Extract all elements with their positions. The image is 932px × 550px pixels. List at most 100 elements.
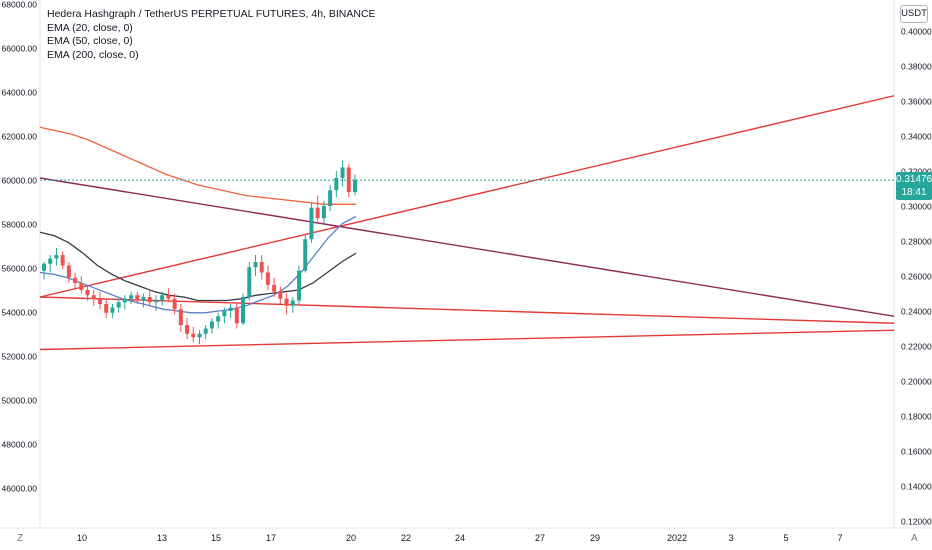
candlesticks <box>42 160 357 345</box>
candle-body <box>153 300 158 303</box>
rising-line <box>39 95 895 298</box>
candle-body <box>122 298 127 303</box>
candle-body <box>228 307 233 311</box>
candle-body <box>253 262 258 268</box>
left-axis-tick-label: 50000.00 <box>2 396 38 406</box>
auto-scale-toggle[interactable]: A <box>911 533 918 544</box>
time-axis-tick-label: 27 <box>535 533 545 543</box>
candle-body <box>321 206 326 219</box>
left-price-axis[interactable]: 68000.00 66000.00 64000.00 62000.00 60000.00… <box>2 0 38 494</box>
left-axis-tick-label: 66000.00 <box>2 44 38 54</box>
candle-body <box>73 277 78 283</box>
candle-body <box>48 258 53 264</box>
time-axis-tick-label: 3 <box>728 533 733 543</box>
candle-body <box>66 265 71 278</box>
lower-flat-line <box>39 296 895 324</box>
time-axis-tick-label: 10 <box>77 533 87 543</box>
left-axis-tick-label: 48000.00 <box>2 440 38 450</box>
current-price-badge: 0.31476 18:41 <box>896 172 932 200</box>
right-axis-tick-label: 0.20000 <box>901 377 932 387</box>
candle-body <box>209 321 214 329</box>
current-price-value: 0.31476 <box>896 174 932 185</box>
candle-body <box>191 333 196 338</box>
candle-body <box>340 167 345 178</box>
right-axis-tick-label: 0.16000 <box>901 447 932 457</box>
ema50-label[interactable]: EMA (50, close, 0) <box>47 35 133 47</box>
left-axis-tick-label: 52000.00 <box>2 352 38 362</box>
time-axis-tick-label: 17 <box>266 533 276 543</box>
left-axis-tick-label: 54000.00 <box>2 308 38 318</box>
candle-body <box>97 298 102 304</box>
candle-body <box>203 328 208 334</box>
time-axis-tick-label: 29 <box>590 533 600 543</box>
candle-body <box>247 267 252 297</box>
falling-line <box>39 177 895 317</box>
candle-body <box>91 295 96 299</box>
candle-body <box>278 291 283 299</box>
candle-body <box>222 311 227 317</box>
right-axis-tick-label: 0.26000 <box>901 272 932 282</box>
left-axis-tick-label: 56000.00 <box>2 264 38 274</box>
support-line <box>39 329 895 351</box>
right-price-axis[interactable]: 0.40000 0.38000 0.36000 0.34000 0.32000 0.300… <box>901 27 932 527</box>
candle-body <box>54 255 59 259</box>
right-axis-tick-label: 0.34000 <box>901 132 932 142</box>
right-axis-tick-label: 0.22000 <box>901 342 932 352</box>
time-axis-tick-label: 5 <box>783 533 788 543</box>
time-axis-tick-label: 15 <box>211 533 221 543</box>
left-axis-tick-label: 60000.00 <box>2 176 38 186</box>
candle-body <box>197 333 202 338</box>
candle-body <box>334 178 339 191</box>
candle-body <box>110 307 115 313</box>
ema200-label[interactable]: EMA (200, close, 0) <box>47 48 139 61</box>
candle-body <box>265 272 270 285</box>
left-axis-tick-label: 62000.00 <box>2 132 38 142</box>
candle-body <box>290 300 295 306</box>
right-axis-tick-label: 0.12000 <box>901 517 932 527</box>
time-axis[interactable]: 10 13 15 17 20 22 24 27 29 2022 3 5 7 <box>77 533 843 543</box>
candle-body <box>116 302 121 308</box>
candle-body <box>353 179 357 192</box>
candle-body <box>303 239 308 271</box>
candle-body <box>135 295 140 301</box>
chart-legend: Hedera Hashgraph / TetherUS PERPETUAL FU… <box>47 8 376 62</box>
candle-body <box>284 298 289 306</box>
right-axis-tick-label: 0.18000 <box>901 412 932 422</box>
candle-body <box>178 309 183 325</box>
candle-body <box>147 297 152 303</box>
candle-body <box>79 283 84 290</box>
right-axis-tick-label: 0.40000 <box>901 27 932 37</box>
time-axis-tick-label: 2022 <box>667 533 687 543</box>
time-axis-tick-label: 13 <box>157 533 167 543</box>
left-axis-tick-label: 58000.00 <box>2 220 38 230</box>
symbol-title[interactable]: Hedera Hashgraph / TetherUS PERPETUAL FU… <box>47 8 376 20</box>
left-axis-tick-label: 68000.00 <box>2 0 38 10</box>
right-axis-tick-label: 0.30000 <box>901 202 932 212</box>
candle-body <box>234 307 239 324</box>
time-axis-tick-label: 7 <box>837 533 842 543</box>
bar-countdown: 18:41 <box>901 187 927 198</box>
right-axis-tick-label: 0.28000 <box>901 237 932 247</box>
time-axis-tick-label: 22 <box>401 533 411 543</box>
time-axis-tick-label: 20 <box>346 533 356 543</box>
timezone-toggle[interactable]: Z <box>17 533 24 544</box>
candle-body <box>85 290 90 296</box>
left-axis-tick-label: 64000.00 <box>2 88 38 98</box>
left-axis-tick-label: 46000.00 <box>2 484 38 494</box>
candle-body <box>129 295 134 299</box>
right-axis-tick-label: 0.38000 <box>901 62 932 72</box>
right-axis-tick-label: 0.32000 <box>901 167 932 177</box>
candle-body <box>104 304 109 313</box>
candle-body <box>259 262 264 273</box>
right-axis-tick-label: 0.24000 <box>901 307 932 317</box>
currency-unit-badge[interactable]: USDT <box>900 5 928 23</box>
candle-body <box>272 284 277 292</box>
candle-body <box>297 270 302 301</box>
right-axis-tick-label: 0.14000 <box>901 482 932 492</box>
ema20-label[interactable]: EMA (20, close, 0) <box>47 21 133 34</box>
candle-body <box>241 297 246 324</box>
trend-lines[interactable] <box>39 95 895 351</box>
candle-body <box>315 207 320 219</box>
right-axis-tick-label: 0.36000 <box>901 97 932 107</box>
